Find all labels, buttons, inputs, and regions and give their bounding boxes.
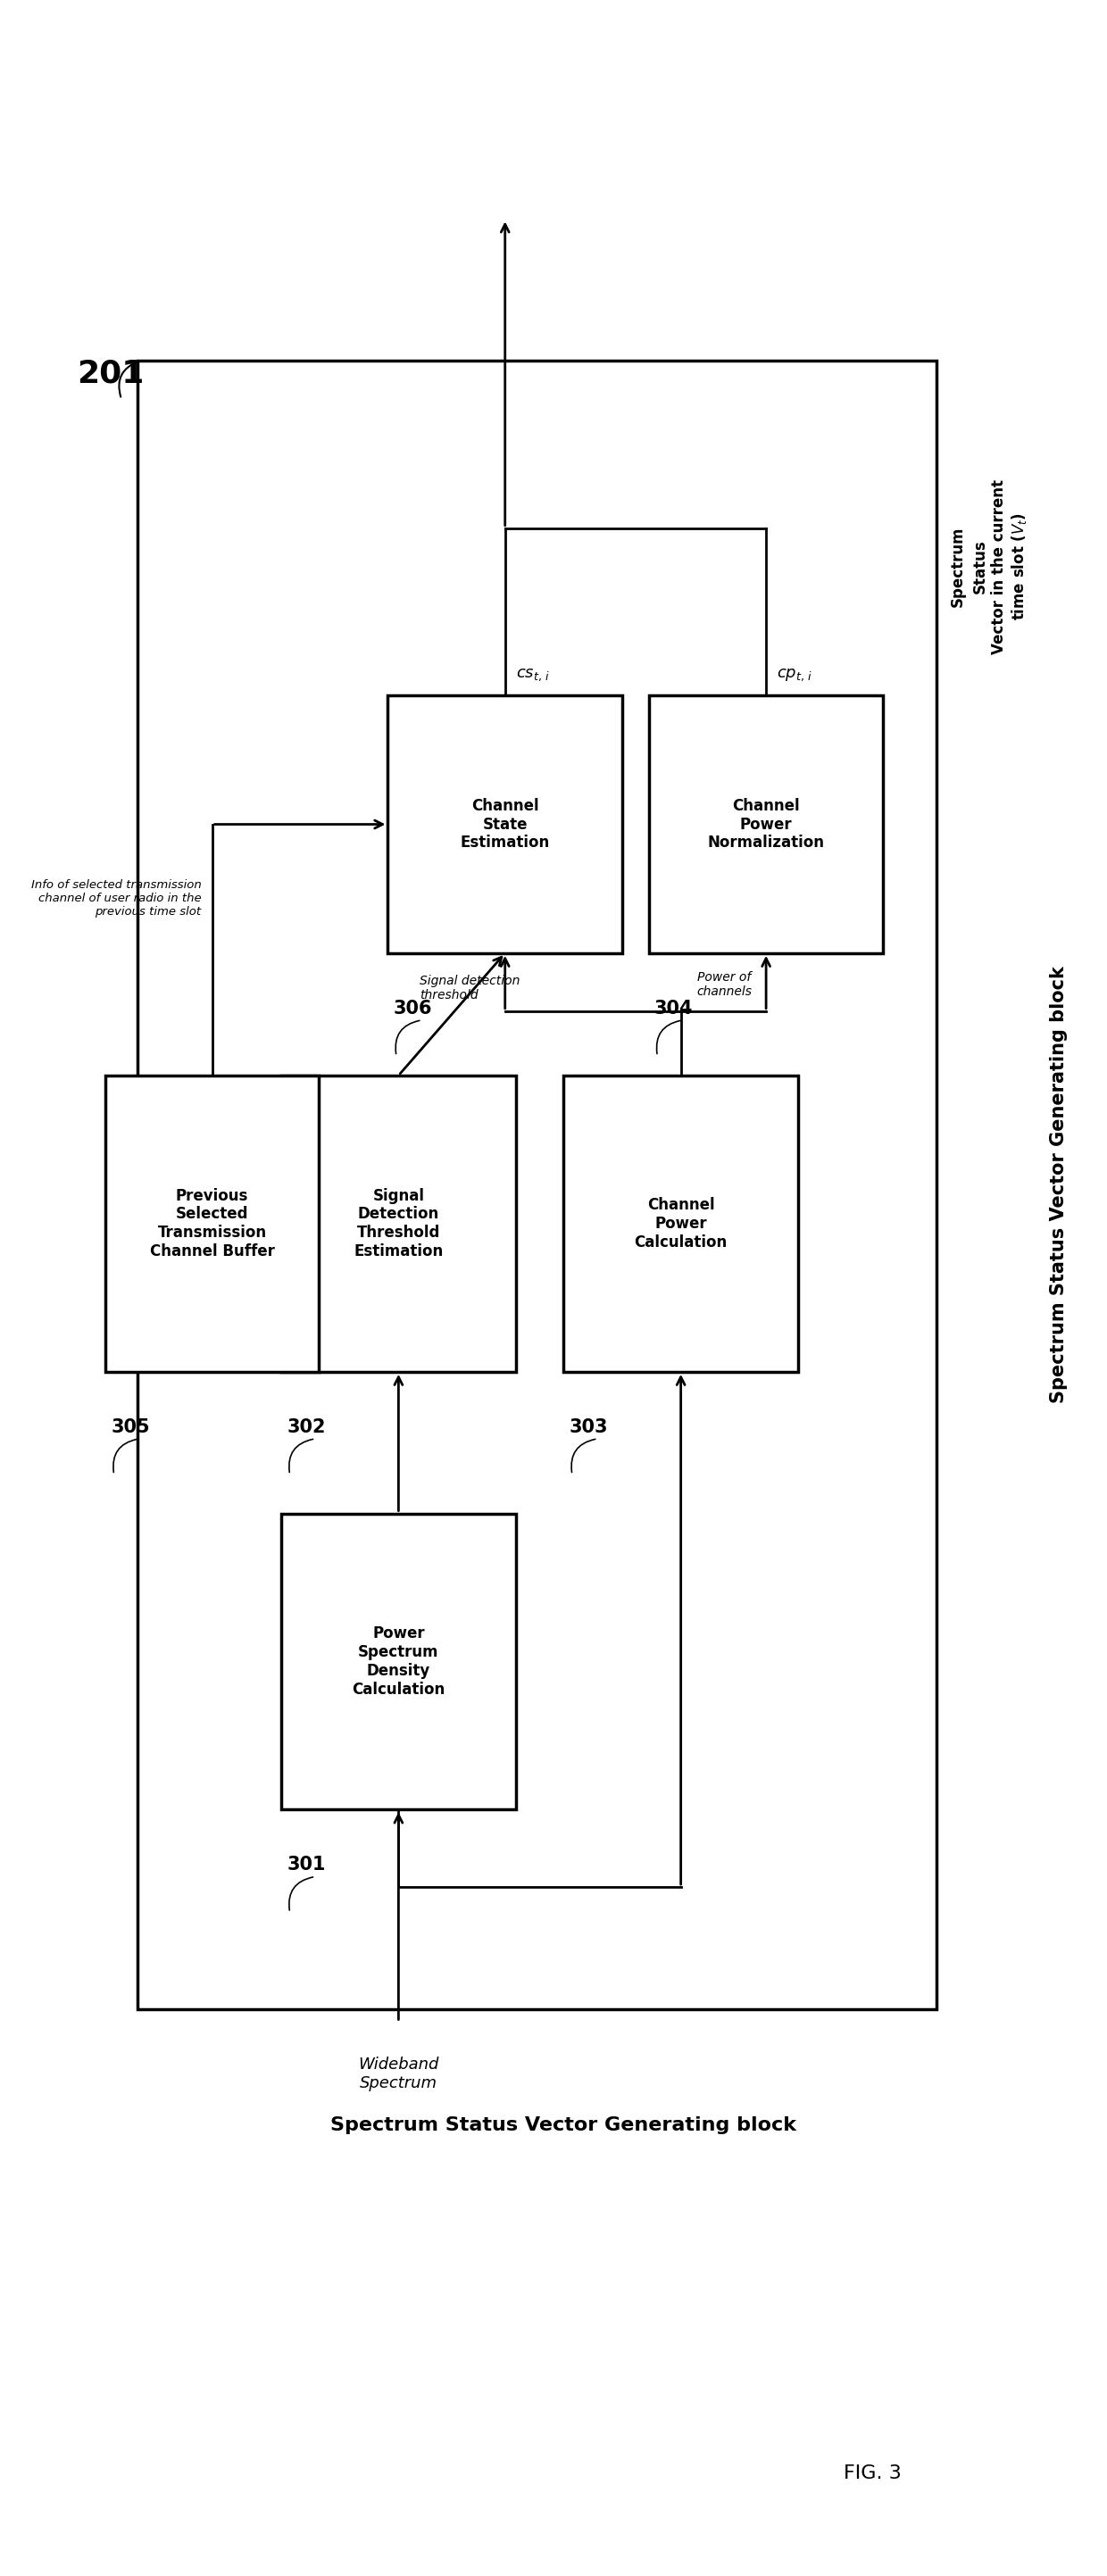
Text: Wideband
Spectrum: Wideband Spectrum [359, 2056, 438, 2092]
Text: Power of
channels: Power of channels [696, 971, 752, 997]
Text: 304: 304 [654, 999, 693, 1018]
Text: 305: 305 [111, 1417, 149, 1435]
Text: Power
Spectrum
Density
Calculation: Power Spectrum Density Calculation [352, 1625, 445, 1698]
Text: Status
Vector in the current
time slot ($V_t$): Status Vector in the current time slot (… [972, 479, 1028, 654]
Bar [105, 1074, 319, 1370]
Bar [281, 1074, 516, 1370]
Text: 302: 302 [287, 1417, 325, 1435]
Text: Channel
Power
Calculation: Channel Power Calculation [634, 1198, 727, 1249]
Text: Spectrum Status Vector Generating block: Spectrum Status Vector Generating block [1051, 966, 1068, 1404]
Text: 303: 303 [569, 1417, 608, 1435]
Text: Channel
Power
Normalization: Channel Power Normalization [707, 799, 825, 850]
Text: $cp_{t,\,i}$: $cp_{t,\,i}$ [777, 667, 813, 683]
Bar [563, 1074, 798, 1370]
Text: Info of selected transmission
channel of user radio in the
previous time slot: Info of selected transmission channel of… [31, 878, 201, 917]
Bar [649, 696, 883, 953]
Text: Signal detection
threshold: Signal detection threshold [420, 974, 520, 1002]
Bar [387, 696, 622, 953]
Text: 201: 201 [77, 358, 145, 389]
Text: 301: 301 [287, 1855, 325, 1873]
Bar [281, 1515, 516, 1808]
Bar [137, 361, 937, 2009]
Text: 306: 306 [393, 999, 432, 1018]
Text: Spectrum: Spectrum [950, 526, 966, 608]
Text: Channel
State
Estimation: Channel State Estimation [461, 799, 550, 850]
Text: FIG. 3: FIG. 3 [844, 2465, 901, 2481]
Text: Spectrum Status Vector Generating block: Spectrum Status Vector Generating block [331, 2117, 797, 2133]
Text: Signal
Detection
Threshold
Estimation: Signal Detection Threshold Estimation [354, 1188, 443, 1260]
Text: $cs_{t,\,i}$: $cs_{t,\,i}$ [516, 667, 550, 683]
Text: Previous
Selected
Transmission
Channel Buffer: Previous Selected Transmission Channel B… [149, 1188, 275, 1260]
